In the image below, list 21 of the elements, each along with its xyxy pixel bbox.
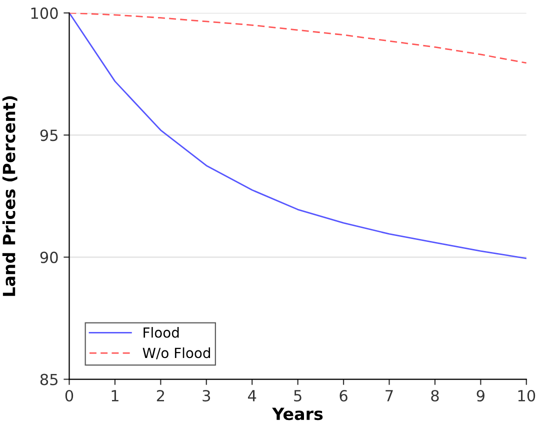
x-tick-label: 2 <box>156 390 164 402</box>
y-tick-label: 90 <box>40 252 58 264</box>
x-tick-label: 3 <box>202 390 210 402</box>
x-tick-label: 10 <box>518 390 536 402</box>
x-tick-label: 4 <box>248 390 256 402</box>
line-series <box>69 12 526 260</box>
x-tick-label: 5 <box>294 390 302 402</box>
x-tick-label: 1 <box>112 390 118 402</box>
x-tick-label: 7 <box>386 390 393 402</box>
x-tick-label: 8 <box>431 390 439 402</box>
x-tick-label: 9 <box>476 390 484 402</box>
y-tick-label: 100 <box>31 7 58 19</box>
y-tick-label: 95 <box>40 130 58 142</box>
y-tick-label: 85 <box>40 374 58 386</box>
x-tick-label: 0 <box>65 390 74 402</box>
legend-label: Flood <box>144 327 179 338</box>
y-axis-title: Land Prices (Percent) <box>2 96 18 296</box>
line-series <box>69 12 526 64</box>
x-tick-label: 6 <box>340 390 348 402</box>
legend-label: W/o Flood <box>142 347 210 360</box>
x-axis-title: Years <box>272 408 323 420</box>
